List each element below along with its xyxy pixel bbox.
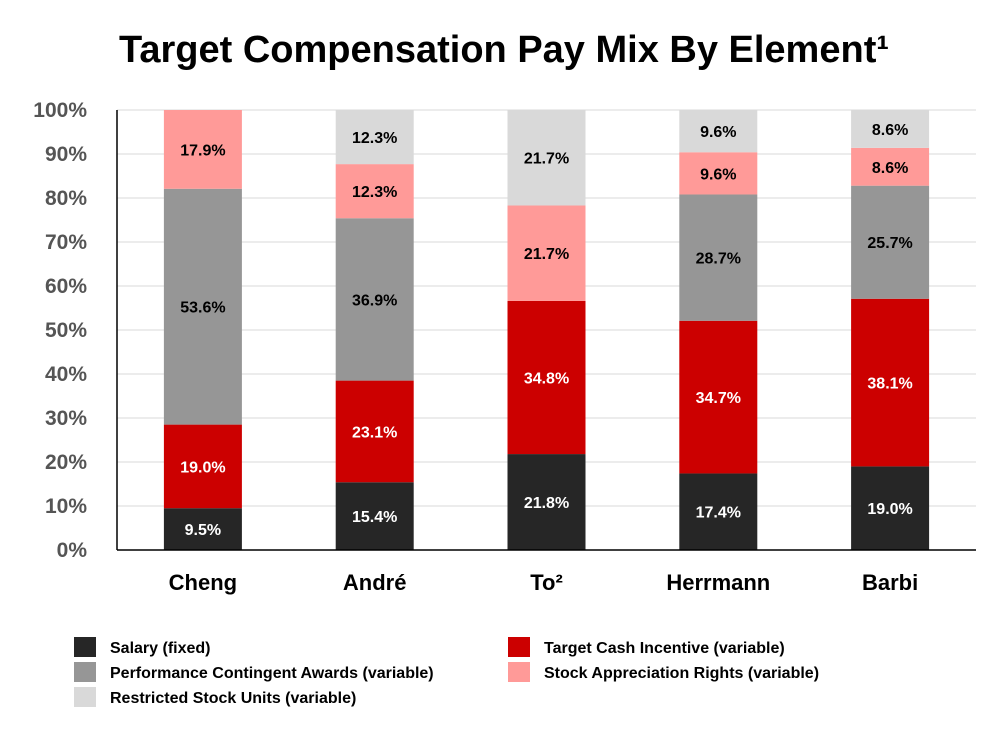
y-tick-label: 60% [45, 275, 87, 298]
legend-label: Stock Appreciation Rights (variable) [544, 665, 819, 682]
data-label: 53.6% [180, 300, 225, 317]
x-tick-label: Herrmann [666, 570, 770, 595]
bar-segment [679, 152, 758, 195]
data-label: 8.6% [872, 122, 908, 139]
data-label: 12.3% [352, 184, 397, 201]
bar-segment [679, 320, 758, 474]
legend-label: Salary (fixed) [110, 640, 210, 657]
y-tick-label: 70% [45, 231, 87, 254]
bar-segment [851, 466, 930, 550]
data-label: 15.4% [352, 509, 397, 526]
data-label: 9.6% [700, 124, 736, 141]
bar-segment [335, 380, 414, 483]
legend-label: Restricted Stock Units (variable) [110, 690, 356, 707]
x-axis-ticks: Cheng André To² Herrmann Barbi [169, 570, 919, 595]
bar-segment [851, 147, 930, 186]
data-label: 21.7% [524, 151, 569, 168]
y-tick-label: 40% [45, 363, 87, 386]
bar-segment [507, 110, 586, 206]
bar-segment [163, 424, 242, 509]
data-label: 23.1% [352, 424, 397, 441]
data-label: 19.0% [180, 459, 225, 476]
data-label: 9.5% [185, 522, 221, 539]
legend-swatch [508, 662, 530, 682]
data-label: 21.8% [524, 495, 569, 512]
bar-segment [851, 185, 930, 299]
data-label: 17.4% [696, 505, 741, 522]
bar-segment [163, 110, 242, 189]
y-axis-ticks: 0% 10% 20% 30% 40% 50% 60% 70% 80% 90% 100% [33, 99, 87, 562]
legend-label: Performance Contingent Awards (variable) [110, 665, 434, 682]
bar-segment [851, 298, 930, 467]
data-label: 36.9% [352, 292, 397, 309]
bar-segment [335, 218, 414, 381]
data-label: 17.9% [180, 142, 225, 159]
bars [163, 110, 930, 550]
data-labels: 9.5% 19.0% 53.6% 17.9% 15.4% 23.1% 36.9% 12.3% 1… [180, 122, 913, 539]
bar-segment [335, 164, 414, 219]
data-label: 28.7% [696, 251, 741, 268]
bar-segment [163, 508, 242, 550]
y-tick-label: 50% [45, 319, 87, 342]
legend-label: Target Cash Incentive (variable) [544, 640, 785, 657]
legend-swatch [508, 637, 530, 657]
data-label: 12.3% [352, 130, 397, 147]
data-label: 9.6% [700, 166, 736, 183]
bar-segment [679, 110, 758, 153]
legend-swatch [74, 637, 96, 657]
bar-segment [335, 482, 414, 550]
y-tick-label: 30% [45, 407, 87, 430]
y-tick-label: 0% [57, 539, 88, 562]
legend: Salary (fixed) Target Cash Incentive (var… [74, 637, 819, 707]
bar-segment [507, 300, 586, 455]
x-tick-label: Barbi [862, 570, 918, 595]
bar-segment [679, 194, 758, 321]
data-label: 25.7% [867, 235, 912, 252]
bar-segment [507, 454, 586, 550]
y-tick-label: 20% [45, 451, 87, 474]
y-tick-label: 10% [45, 495, 87, 518]
y-tick-label: 90% [45, 143, 87, 166]
y-tick-label: 80% [45, 187, 87, 210]
x-tick-label: André [343, 570, 407, 595]
bar-segment [679, 473, 758, 550]
data-label: 34.7% [696, 390, 741, 407]
data-label: 34.8% [524, 371, 569, 388]
x-tick-label: To² [530, 570, 563, 595]
bar-segment [335, 110, 414, 165]
legend-swatch [74, 687, 96, 707]
bar-segment [507, 205, 586, 301]
x-tick-label: Cheng [169, 570, 237, 595]
y-tick-label: 100% [33, 99, 87, 122]
bar-segment [851, 110, 930, 148]
chart-title: Target Compensation Pay Mix By Element¹ [119, 29, 889, 71]
legend-swatch [74, 662, 96, 682]
data-label: 38.1% [867, 376, 912, 393]
data-label: 8.6% [872, 160, 908, 177]
data-label: 21.7% [524, 246, 569, 263]
bar-segment [163, 188, 242, 425]
data-label: 19.0% [867, 501, 912, 518]
